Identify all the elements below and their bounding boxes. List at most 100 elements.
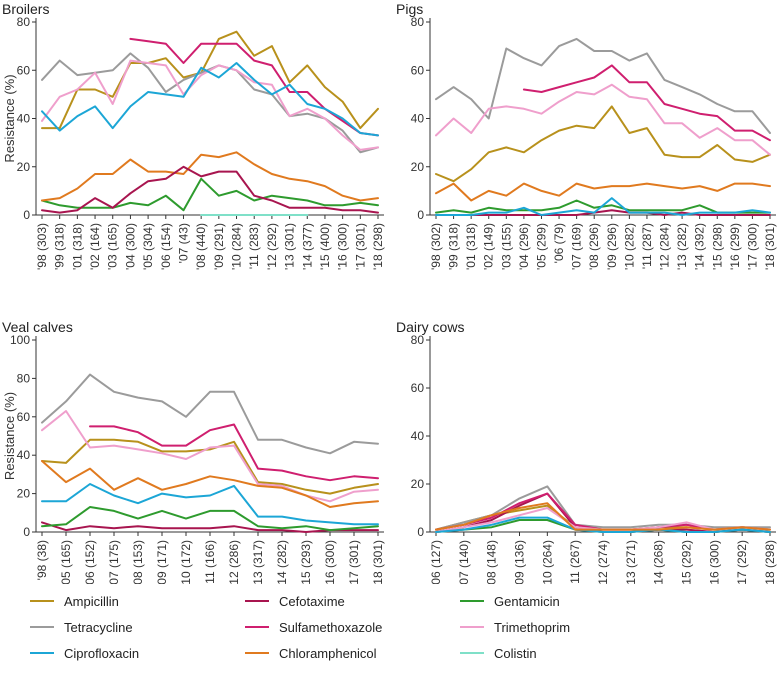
x-tick-label: '16 (299) xyxy=(728,223,742,270)
legend-swatch xyxy=(460,652,484,654)
x-tick-label: '17 (300) xyxy=(745,223,759,270)
x-tick-label: '06 (152) xyxy=(83,540,97,584)
series-line-cefotaxime xyxy=(41,521,379,533)
x-tick-label: '13 (271) xyxy=(624,540,638,584)
panel-veal-calves: Veal calves 0 20 40 60 80 100 Resistance (%) '98… xyxy=(2,319,385,584)
legend-swatch xyxy=(460,626,484,628)
y-tick-label: 80 xyxy=(411,15,425,29)
series-line-gentamicin xyxy=(41,506,379,532)
x-tick-label: '03 (165) xyxy=(106,223,120,270)
series-line-chloramphenicol xyxy=(41,460,379,508)
x-tick-label: '05 (304) xyxy=(141,223,155,270)
legend-label: Ciprofloxacin xyxy=(64,645,140,661)
y-tick-label: 60 xyxy=(17,63,31,77)
x-tick-label: '17 (301) xyxy=(347,540,361,584)
legend-label: Sulfamethoxazole xyxy=(279,619,383,635)
legend-label: Tetracycline xyxy=(64,619,133,635)
x-tick-label: '12 (292) xyxy=(265,223,279,270)
y-tick-label: 40 xyxy=(411,112,425,126)
x-tick-label: '07 (140) xyxy=(457,540,471,584)
x-tick-label: '01 (318) xyxy=(70,223,84,270)
y-axis-label: Resistance (%) xyxy=(2,74,17,162)
x-tick-label: '16 (300) xyxy=(323,540,337,584)
y-tick-label: 20 xyxy=(411,160,425,174)
legend-swatch xyxy=(245,652,269,654)
x-tick-label: '14 (268) xyxy=(652,540,666,584)
y-tick-label: 40 xyxy=(411,429,425,443)
panel-dairy-cows: Dairy cows 0 20 40 60 80 '06 (127) '07 (140) '08… xyxy=(396,319,777,584)
chart-legend: Ampicillin Cefotaxime Gentamicin Tetracycli… xyxy=(0,584,778,676)
y-tick-label: 80 xyxy=(411,333,425,347)
x-tick-label: '18 (301) xyxy=(763,223,777,270)
x-tick-label: '04 (300) xyxy=(123,223,137,270)
x-tick-label: '99 (318) xyxy=(447,223,461,270)
x-tick-label: '14 (282) xyxy=(275,540,289,584)
x-tick-label: '07 (175) xyxy=(107,540,121,584)
legend-label: Ampicillin xyxy=(64,593,119,609)
x-tick-label: '04 (296) xyxy=(517,223,531,270)
x-tick-label: '13 (317) xyxy=(251,540,265,584)
x-tick-label: '12 (284) xyxy=(658,223,672,270)
series-line-cefotaxime xyxy=(41,165,379,214)
x-tick-label: '98 (303) xyxy=(35,223,49,270)
series-line-trimethoprim xyxy=(41,410,379,503)
series-line-tetracycline xyxy=(41,373,379,455)
legend-swatch xyxy=(245,626,269,628)
y-tick-label: 100 xyxy=(10,333,30,347)
y-tick-label: 0 xyxy=(23,525,30,539)
legend-label: Gentamicin xyxy=(494,593,560,609)
x-tick-label: '10 (282) xyxy=(622,223,636,270)
legend-item-cefotaxime: Cefotaxime xyxy=(245,592,345,610)
series-line-ciprofloxacin xyxy=(41,483,379,526)
x-tick-label: '11 (267) xyxy=(568,540,582,584)
legend-swatch xyxy=(30,652,54,654)
x-tick-label: '08 (296) xyxy=(587,223,601,270)
series-line-chloramphenicol xyxy=(435,502,771,531)
x-tick-label: '02 (149) xyxy=(482,223,496,270)
figure-canvas: Broilers 0 20 40 60 80 Resistance (%) '98 (303)… xyxy=(2,1,777,584)
legend-item-tetracycline: Tetracycline xyxy=(30,618,133,636)
series-line-gentamicin xyxy=(41,177,379,212)
legend-item-trimethoprim: Trimethoprim xyxy=(460,618,570,636)
legend-item-sulfamethoxazole: Sulfamethoxazole xyxy=(245,618,382,636)
x-tick-label: '11 (166) xyxy=(203,540,217,584)
x-tick-label: '98 (302) xyxy=(429,223,443,270)
x-tick-label: '06 (154) xyxy=(159,223,173,270)
x-tick-label: '17 (301) xyxy=(353,223,367,270)
legend-item-chloramphenicol: Chloramphenicol xyxy=(245,644,377,662)
legend-label: Trimethoprim xyxy=(494,619,571,635)
x-tick-label: '05 (165) xyxy=(59,540,73,584)
series-line-ampicillin xyxy=(41,30,379,130)
x-tick-label: '01 (318) xyxy=(464,223,478,270)
series-line-ciprofloxacin xyxy=(435,516,771,533)
x-tick-label: '13 (301) xyxy=(283,223,297,270)
series-line-chloramphenicol xyxy=(41,151,379,202)
legend-item-ciprofloxacin: Ciprofloxacin xyxy=(30,644,139,662)
x-tick-label: '10 (172) xyxy=(179,540,193,584)
series-line-cefotaxime xyxy=(435,209,771,216)
x-tick-label: '07 (43) xyxy=(176,223,190,263)
x-tick-label: '10 (264) xyxy=(540,540,554,584)
legend-swatch xyxy=(30,626,54,628)
panel-broilers: Broilers 0 20 40 60 80 Resistance (%) '98 (303)… xyxy=(2,1,385,270)
series-line-trimethoprim xyxy=(435,83,771,156)
series-line-tetracycline xyxy=(41,52,379,154)
x-tick-label: '03 (155) xyxy=(499,223,513,270)
x-tick-label: '18 (298) xyxy=(763,540,777,584)
panel-title: Broilers xyxy=(2,1,49,17)
x-tick-label: '99 (318) xyxy=(53,223,67,270)
y-tick-label: 80 xyxy=(17,371,31,385)
legend-swatch xyxy=(30,600,54,602)
panel-title: Dairy cows xyxy=(396,319,464,335)
series-line-ampicillin xyxy=(435,105,771,183)
series-line-tetracycline xyxy=(435,37,771,134)
series-line-trimethoprim xyxy=(41,59,379,151)
x-tick-label: '09 (171) xyxy=(155,540,169,584)
legend-label: Cefotaxime xyxy=(279,593,345,609)
x-tick-label: '12 (274) xyxy=(596,540,610,584)
y-tick-label: 80 xyxy=(17,15,31,29)
y-tick-label: 40 xyxy=(17,112,31,126)
panel-pigs: Pigs 0 20 40 60 80 '98 (302) '99 (318) '01 (318)… xyxy=(396,1,777,270)
panel-title: Veal calves xyxy=(2,319,73,335)
legend-item-colistin: Colistin xyxy=(460,644,537,662)
